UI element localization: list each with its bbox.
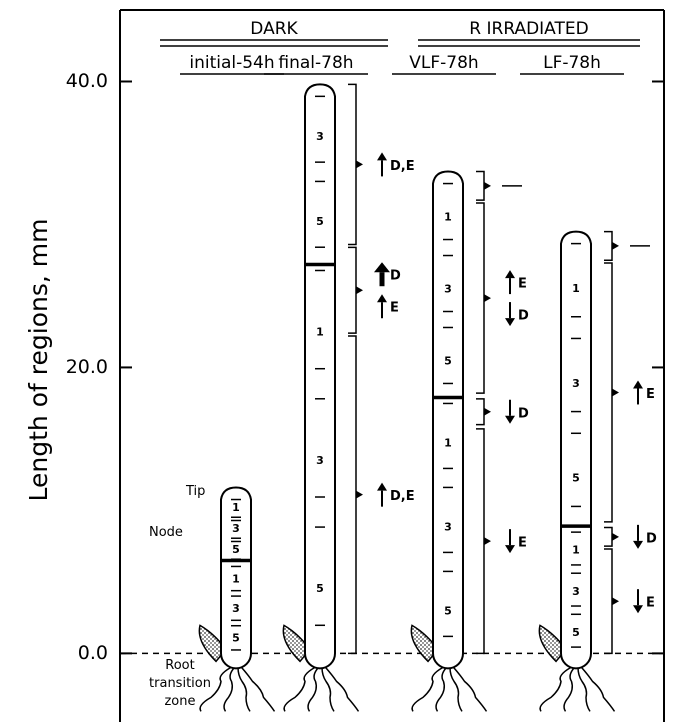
root: [540, 667, 571, 711]
column-title: final-78h: [278, 53, 353, 73]
bracket: [604, 232, 612, 261]
region-label: 3: [316, 130, 324, 143]
root-label: zone: [164, 694, 195, 709]
bracket-pointer: [484, 408, 491, 416]
region-label: 5: [444, 354, 452, 367]
change-label: D: [390, 269, 401, 284]
bracket-pointer: [484, 294, 491, 302]
column-title: initial-54h: [189, 53, 274, 73]
root: [224, 667, 234, 711]
change-label: D: [646, 531, 657, 546]
region-label: 1: [572, 544, 580, 557]
change-label: D,E: [390, 489, 415, 504]
bracket-pointer: [484, 537, 491, 545]
change-label: D: [518, 309, 529, 324]
column-title: LF-78h: [543, 53, 601, 73]
arrow-head: [633, 541, 643, 549]
region-label: 5: [572, 472, 580, 485]
bracket: [476, 203, 484, 393]
bracket-pointer: [356, 160, 363, 168]
bracket-pointer: [612, 388, 619, 396]
root: [564, 667, 574, 711]
bracket: [348, 336, 356, 653]
region-label: 3: [232, 522, 240, 535]
root: [238, 667, 250, 711]
region-label: 3: [572, 377, 580, 390]
arrow-head: [505, 318, 515, 326]
group-title: R IRRADIATED: [469, 19, 588, 39]
arrow-head: [374, 262, 390, 272]
region-label: 1: [444, 436, 452, 449]
root: [308, 667, 318, 711]
bracket-pointer: [612, 533, 619, 541]
bracket: [476, 399, 484, 425]
change-label: E: [518, 536, 527, 551]
region-label: 1: [232, 572, 240, 585]
region-label: 3: [232, 602, 240, 615]
arrow-head: [505, 545, 515, 553]
region-label: 5: [316, 582, 324, 595]
arrow-head: [505, 416, 515, 424]
bracket-pointer: [484, 182, 491, 190]
bracket-pointer: [612, 242, 619, 250]
change-label: E: [390, 301, 399, 316]
bracket-pointer: [612, 597, 619, 605]
region-label: 5: [232, 632, 240, 645]
region-label: 3: [572, 585, 580, 598]
region-label: 5: [316, 215, 324, 228]
bracket: [476, 429, 484, 653]
root: [284, 667, 315, 711]
region-label: 3: [444, 520, 452, 533]
region-label: 1: [572, 282, 580, 295]
region-label: 1: [316, 326, 324, 339]
region-label: 3: [444, 283, 452, 296]
bracket: [604, 549, 612, 653]
root-label: transition: [149, 676, 211, 691]
change-label: D: [518, 406, 529, 421]
region-label: 3: [316, 454, 324, 467]
region-label: 1: [444, 211, 452, 224]
arrow-head: [377, 152, 387, 160]
arrow-head: [377, 294, 387, 302]
bracket: [476, 172, 484, 201]
y-tick-label: 40.0: [66, 70, 108, 92]
root: [322, 667, 334, 711]
tip-label: Tip: [185, 484, 205, 499]
region-label: 5: [232, 543, 240, 556]
y-axis-label: Length of regions, mm: [24, 219, 53, 502]
region-label: 1: [232, 501, 240, 514]
bracket: [348, 247, 356, 333]
root: [412, 667, 443, 711]
change-label: E: [646, 596, 655, 611]
root-label: Root: [165, 658, 194, 673]
bracket: [604, 528, 612, 547]
change-label: E: [646, 387, 655, 402]
bracket-pointer: [356, 286, 363, 294]
upper-region: [305, 84, 335, 264]
arrow-head: [633, 380, 643, 388]
change-label: D,E: [390, 159, 415, 174]
bracket: [604, 263, 612, 522]
root: [436, 667, 446, 711]
group-title: DARK: [250, 19, 298, 39]
figure: Length of regions, mm 0.0 20.0 40.0 DARK ini…: [0, 0, 685, 722]
root: [578, 667, 590, 711]
node-label: Node: [149, 525, 183, 540]
bracket-pointer: [356, 491, 363, 499]
region-label: 5: [572, 626, 580, 639]
arrow-head: [633, 605, 643, 613]
bracket: [348, 84, 356, 244]
change-label: E: [518, 277, 527, 292]
y-tick-label: 0.0: [78, 642, 108, 664]
arrow-head: [377, 483, 387, 491]
y-tick-label: 20.0: [66, 356, 108, 378]
root: [450, 667, 462, 711]
region-label: 5: [444, 604, 452, 617]
arrow-head: [505, 270, 515, 278]
column-title: VLF-78h: [409, 53, 478, 73]
